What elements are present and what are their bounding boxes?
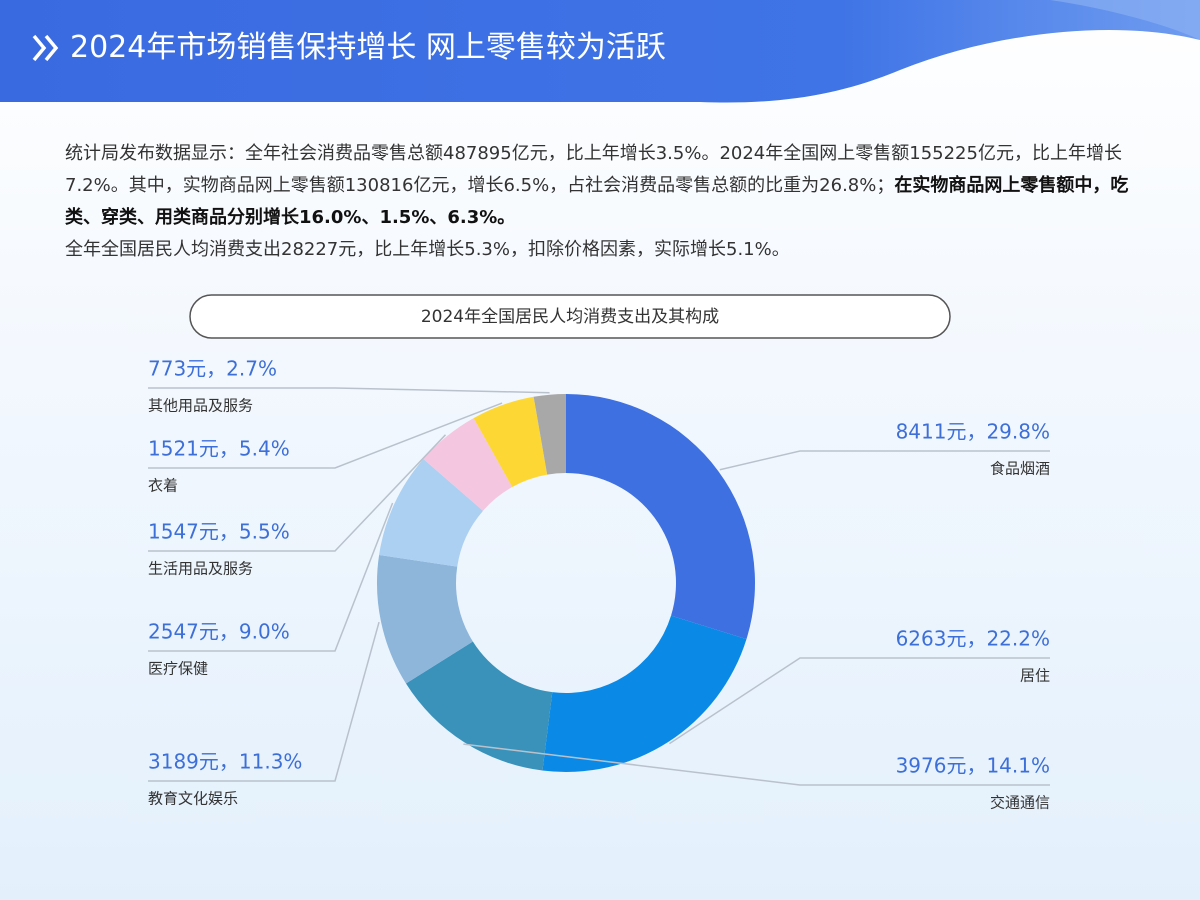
category-label: 教育文化娱乐 — [148, 790, 238, 808]
leader-line — [669, 657, 1050, 745]
leader-line — [148, 621, 380, 782]
leader-line — [148, 402, 503, 469]
donut-segment — [377, 554, 473, 684]
category-label: 食品烟酒 — [990, 460, 1050, 478]
paragraph: 统计局发布数据显示：全年社会消费品零售总额487895亿元，比上年增长3.5%。… — [65, 138, 1155, 266]
paragraph-text: 在实物商品网上零售额中，吃类、穿类、用类商品分别增长16.0%、1.5%、6.3… — [65, 175, 1129, 228]
value-label: 8411元，29.8% — [896, 420, 1050, 444]
category-label: 居住 — [1020, 667, 1050, 685]
value-label: 6263元，22.2% — [896, 627, 1050, 651]
donut-segment — [542, 615, 747, 772]
paragraph-text: 统计局发布数据显示：全年社会消费品零售总额487895亿元，比上年增长3.5%。… — [65, 143, 1122, 196]
header-band — [0, 0, 1200, 103]
donut-segment — [533, 394, 566, 475]
value-label: 3189元，11.3% — [148, 750, 302, 774]
value-label: 773元，2.7% — [148, 357, 277, 381]
donut-segment — [423, 418, 513, 511]
donut-segment — [566, 394, 755, 640]
category-label: 医疗保健 — [148, 660, 208, 678]
header-title: 2024年市场销售保持增长 网上零售较为活跃 — [70, 30, 666, 65]
leader-line — [148, 434, 447, 552]
value-label: 1521元，5.4% — [148, 437, 290, 461]
header-wave — [1050, 0, 1200, 40]
paragraph-text: 全年全国居民人均消费支出28227元，比上年增长5.3%，扣除价格因素，实际增长… — [65, 239, 790, 260]
leader-line — [719, 450, 1050, 471]
leader-line — [463, 743, 1050, 786]
category-label: 衣着 — [148, 477, 178, 495]
chevron-icon — [32, 34, 59, 62]
category-label: 交通通信 — [990, 794, 1050, 812]
leader-line — [148, 387, 550, 394]
chart-title-box — [189, 294, 951, 339]
category-label: 生活用品及服务 — [148, 560, 253, 578]
value-label: 3976元，14.1% — [896, 754, 1050, 778]
leader-line — [148, 502, 394, 652]
donut-segment — [379, 458, 483, 567]
category-label: 其他用品及服务 — [148, 397, 253, 415]
donut-segment — [405, 641, 553, 771]
chart-title: 2024年全国居民人均消费支出及其构成 — [421, 307, 719, 327]
donut-segment — [473, 396, 548, 488]
value-label: 1547元，5.5% — [148, 520, 290, 544]
value-label: 2547元，9.0% — [148, 620, 290, 644]
